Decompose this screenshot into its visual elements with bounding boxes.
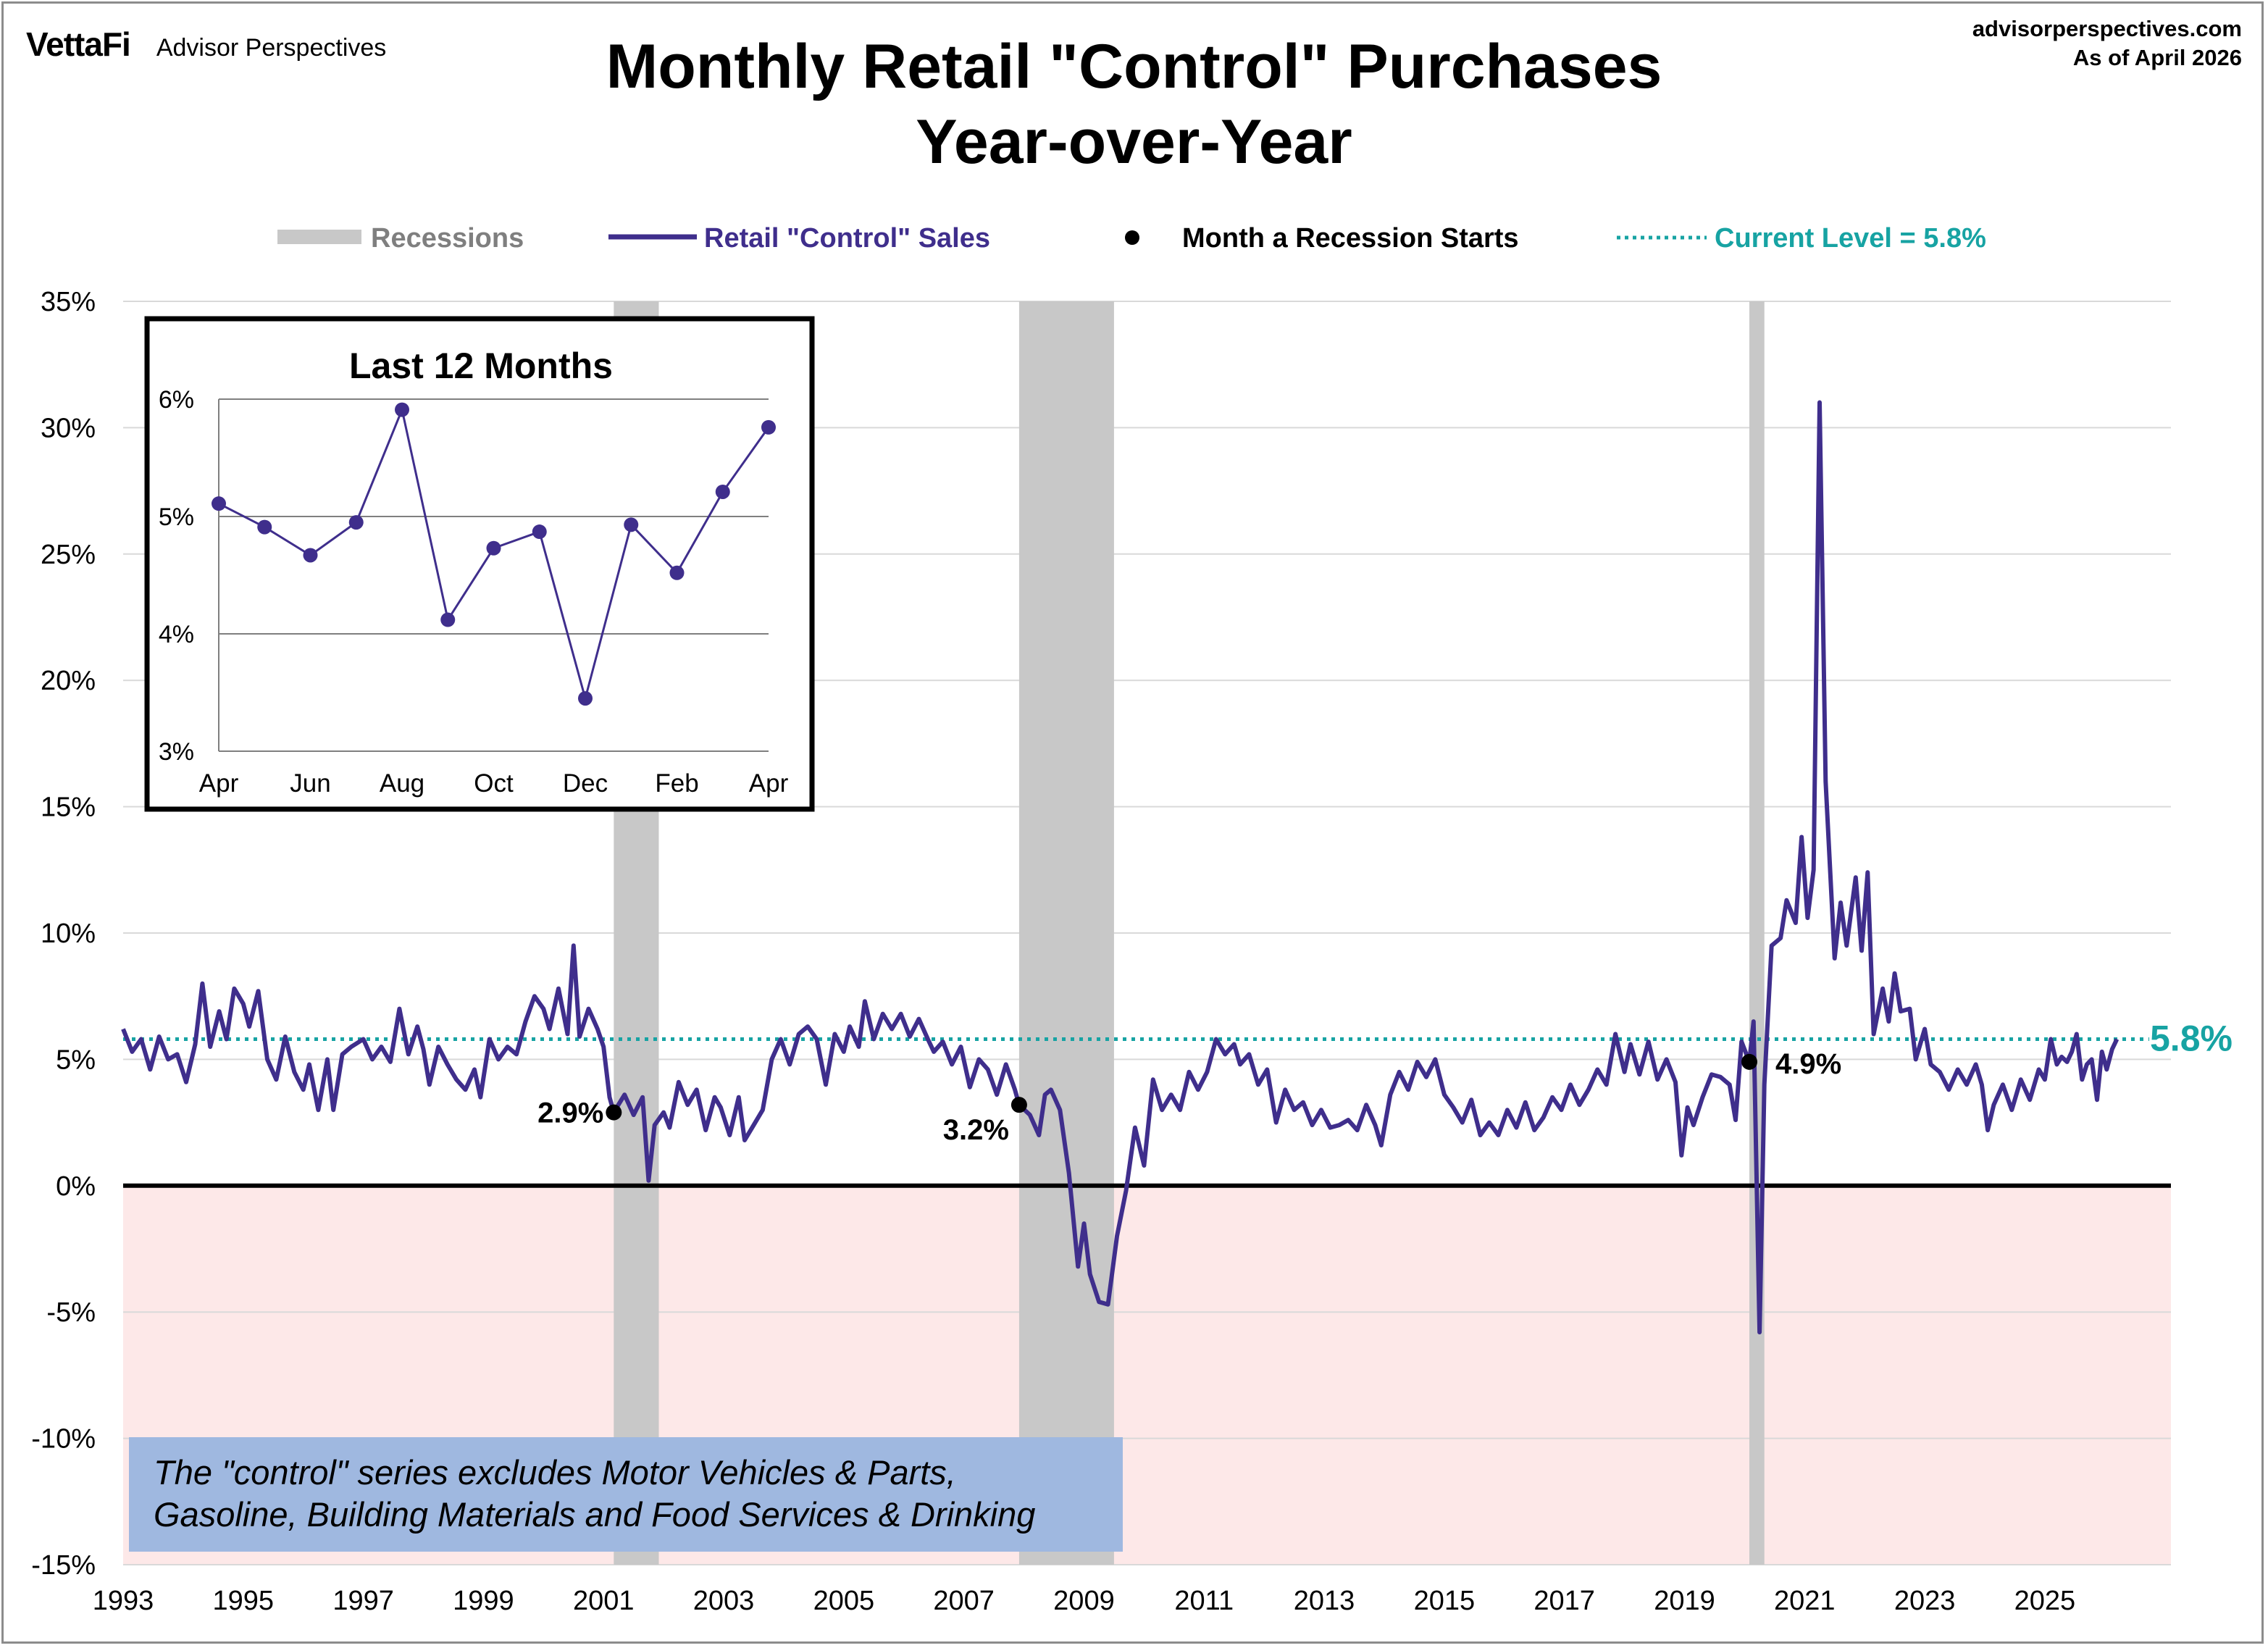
inset-point	[303, 548, 318, 563]
inset-point	[532, 524, 547, 540]
chart-note: The "control" series excludes Motor Vehi…	[129, 1437, 1123, 1552]
y-tick-label: 30%	[41, 413, 96, 443]
inset-y-tick-label: 4%	[159, 621, 194, 648]
inset-x-tick-label: Dec	[563, 769, 608, 798]
inset-point	[440, 612, 456, 627]
inset-y-tick-label: 3%	[159, 738, 194, 766]
inset-point	[395, 402, 409, 417]
inset-point	[715, 484, 730, 499]
inset-gridlines	[218, 398, 769, 752]
recession-start-dot	[606, 1104, 622, 1121]
y-tick-label: -10%	[31, 1424, 96, 1455]
legend-recession-start-swatch	[1125, 230, 1139, 245]
y-tick-label: 35%	[41, 287, 96, 317]
legend-recession-swatch	[277, 230, 361, 244]
chart-note-line1: The "control" series excludes Motor Vehi…	[154, 1453, 956, 1492]
y-tick-label: 15%	[41, 792, 96, 823]
legend-series-label: Retail "Control" Sales	[704, 223, 990, 254]
inset-point	[212, 496, 226, 511]
inset-x-tick-label: Aug	[380, 769, 424, 798]
x-tick-label: 2009	[1053, 1586, 1115, 1616]
x-tick-label: 2015	[1414, 1586, 1476, 1616]
recession-band	[1018, 301, 1114, 1565]
inset-point	[578, 691, 593, 706]
inset-last-12-months: Last 12 Months 3% 4% 5% 6% Apr Jun Aug Oct Dec F…	[144, 316, 815, 812]
x-tick-label: 2013	[1294, 1586, 1355, 1616]
source-site: advisorperspectives.com	[1972, 16, 2242, 41]
recession-start-label: 2.9%	[537, 1097, 603, 1129]
inset-y-tick-labels: 3% 4% 5% 6%	[159, 386, 194, 766]
vettafi-logo: VettaFi	[26, 25, 131, 63]
x-tick-label: 1997	[332, 1586, 394, 1616]
x-tick-label: 2007	[933, 1586, 995, 1616]
y-tick-label: 20%	[41, 666, 96, 696]
current-level-label: 5.8%	[2150, 1018, 2233, 1058]
chart-title-line1: Monthly Retail "Control" Purchases	[606, 32, 1662, 101]
x-tick-label: 2025	[2014, 1586, 2076, 1616]
recession-start-dot	[1741, 1053, 1758, 1070]
x-tick-label: 2003	[693, 1586, 755, 1616]
inset-y-tick-label: 6%	[159, 386, 194, 414]
inset-point	[348, 515, 364, 530]
current-level-value: 5.8%	[2150, 1018, 2233, 1058]
y-tick-label: -5%	[46, 1297, 96, 1328]
y-tick-label: 5%	[56, 1045, 96, 1075]
x-tick-label: 1995	[213, 1586, 275, 1616]
x-tick-label: 2001	[573, 1586, 635, 1616]
recession-start-label: 3.2%	[943, 1114, 1009, 1146]
y-tick-labels: -15% -10% -5% 0% 5% 10% 15% 20% 25% 30% 35%	[31, 287, 96, 1581]
inset-x-tick-label: Feb	[655, 769, 698, 798]
x-tick-label: 2021	[1774, 1586, 1836, 1616]
y-tick-label: -15%	[31, 1550, 96, 1581]
recession-start-markers: 2.9% 3.2% 4.9%	[537, 1048, 1841, 1146]
x-tick-label: 1993	[93, 1586, 154, 1616]
legend-recession-label: Recessions	[371, 223, 524, 254]
inset-point	[257, 519, 272, 535]
series-line	[121, 400, 2120, 1335]
series-retail-control	[121, 400, 2120, 1335]
source-block: advisorperspectives.com As of April 2026	[1972, 14, 2242, 72]
inset-series	[212, 402, 776, 706]
chart-note-line2: Gasoline, Building Materials and Food Se…	[154, 1495, 1036, 1534]
inset-point	[761, 419, 776, 435]
y-tick-label: 0%	[56, 1171, 96, 1202]
inset-x-tick-label: Oct	[474, 769, 514, 798]
recession-band	[1749, 301, 1765, 1565]
legend-current-label: Current Level = 5.8%	[1715, 223, 1986, 254]
chart-title-line2: Year-over-Year	[916, 107, 1352, 177]
inset-x-tick-labels: Apr Jun Aug Oct Dec Feb Apr	[199, 769, 789, 798]
brand-name: Advisor Perspectives	[156, 34, 387, 62]
inset-box	[144, 316, 815, 812]
x-tick-labels: 1993 1995 1997 1999 2001 2003 2005 2007 2009 2011…	[93, 1586, 2075, 1616]
x-tick-label: 2005	[813, 1586, 875, 1616]
brand: VettaFi Advisor Perspectives	[26, 25, 386, 64]
legend-recession-start-label: Month a Recession Starts	[1182, 223, 1519, 254]
inset-x-tick-label: Apr	[199, 769, 239, 798]
x-tick-label: 2019	[1654, 1586, 1715, 1616]
recession-start-label: 4.9%	[1775, 1048, 1841, 1080]
chart-title: Monthly Retail "Control" Purchases Year-…	[0, 29, 2268, 180]
y-tick-label: 10%	[41, 919, 96, 949]
inset-x-tick-label: Jun	[290, 769, 330, 798]
inset-y-tick-label: 5%	[159, 503, 194, 531]
x-tick-label: 2017	[1533, 1586, 1595, 1616]
recession-start-dot	[1010, 1097, 1027, 1113]
y-tick-label: 25%	[41, 540, 96, 570]
x-tick-label: 1999	[453, 1586, 514, 1616]
inset-point	[624, 517, 639, 532]
inset-title: Last 12 Months	[349, 346, 613, 386]
x-tick-label: 2023	[1894, 1586, 1956, 1616]
legend: Recessions Retail "Control" Sales Month …	[277, 223, 1986, 254]
inset-x-tick-label: Apr	[749, 769, 789, 798]
inset-point	[669, 565, 685, 580]
as-of-date: As of April 2026	[2072, 45, 2242, 70]
x-tick-label: 2011	[1174, 1586, 1234, 1616]
inset-point	[486, 540, 501, 556]
